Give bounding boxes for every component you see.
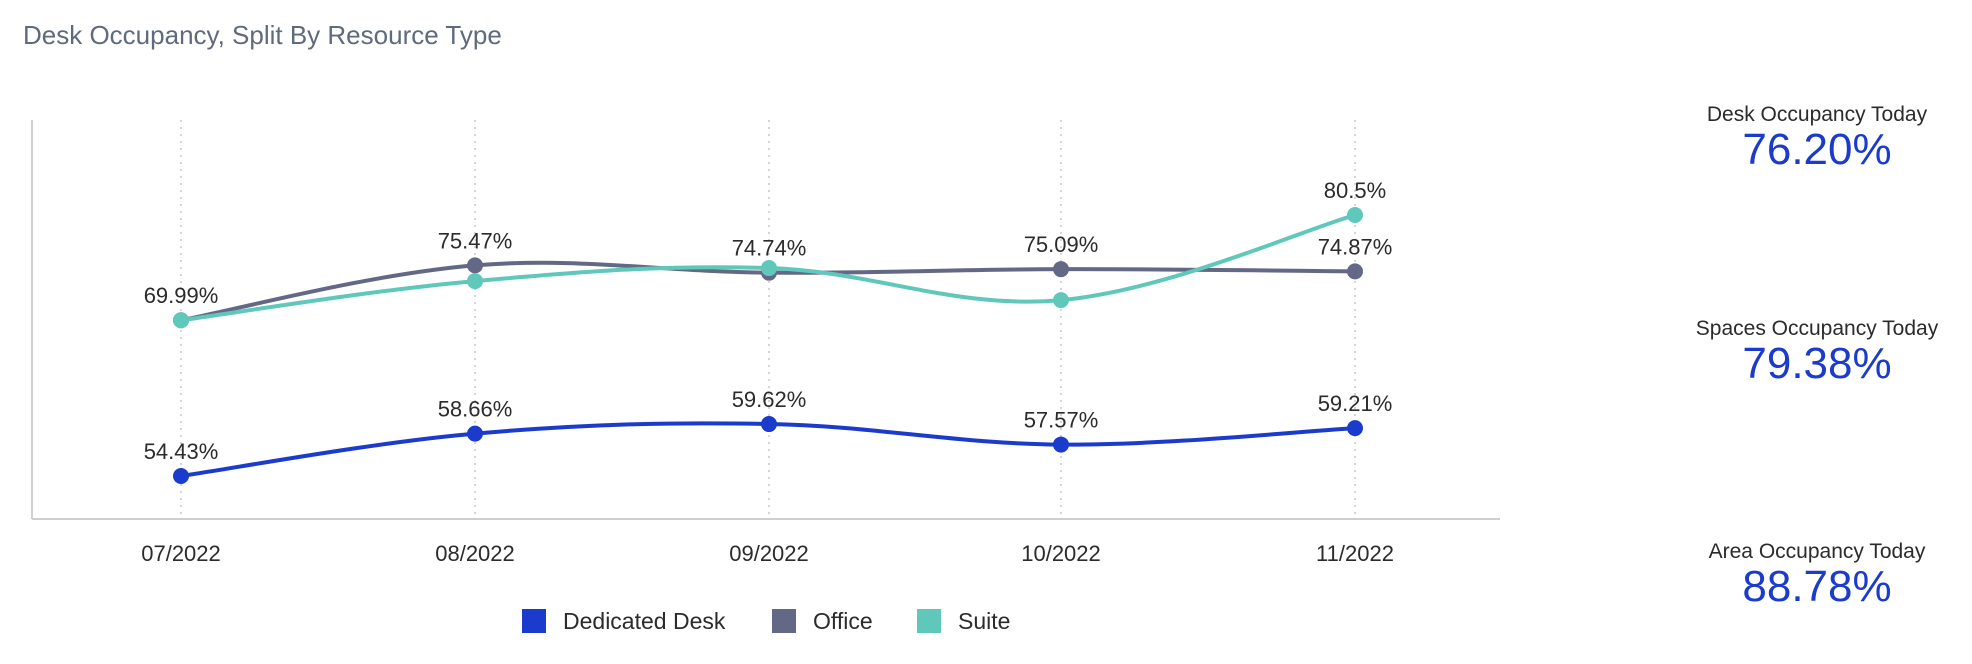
data-label-dedicated-desk: 59.62% [732,387,807,412]
data-label-dedicated-desk: 59.21% [1318,391,1393,416]
series-layer [173,207,1363,484]
grid-layer [180,120,1356,519]
data-label-office: 69.99% [144,283,219,308]
data-label-office: 74.74% [732,236,807,261]
data-point-dedicated-desk [467,425,483,442]
data-label-suite: 80.5% [1324,178,1386,203]
data-label-layer: 54.43% 58.66% 59.62% 57.57% 59.21% 69.99% 75.4… [144,178,1393,464]
data-label-office: 75.09% [1024,232,1099,257]
line-chart: 07/2022 08/2022 09/2022 10/2022 11/2022 54.4… [31,120,1500,634]
kpi-spaces-occupancy-label: Spaces Occupancy Today [1695,317,1939,340]
data-point-office [1053,261,1069,278]
legend: Dedicated Desk Office Suite [522,608,1010,634]
x-tick-label: 08/2022 [435,541,515,566]
data-point-dedicated-desk [173,468,189,484]
kpi-area-occupancy: Area Occupancy Today 88.78% [1667,540,1967,610]
data-point-office [467,257,483,274]
data-label-office: 74.87% [1318,234,1393,259]
data-point-suite [173,312,189,329]
data-label-dedicated-desk: 58.66% [438,397,513,422]
legend-label-suite[interactable]: Suite [958,608,1010,634]
x-tick-label: 09/2022 [729,541,809,566]
data-point-dedicated-desk [1347,420,1363,437]
legend-label-office[interactable]: Office [813,608,873,634]
kpi-area-occupancy-value: 88.78% [1742,562,1892,611]
data-point-dedicated-desk [761,416,777,433]
x-tick-label: 11/2022 [1316,541,1394,566]
chart-title: Desk Occupancy, Split By Resource Type [23,20,502,50]
kpi-desk-occupancy: Desk Occupancy Today 76.20% [1667,103,1967,173]
data-label-dedicated-desk: 57.57% [1024,408,1099,433]
data-point-dedicated-desk [1053,436,1069,453]
data-label-office: 75.47% [438,228,513,253]
legend-swatch-suite [917,609,941,633]
legend-swatch-dedicated-desk [522,609,546,633]
x-tick-label: 10/2022 [1021,541,1101,566]
data-point-suite [761,260,777,277]
kpi-spaces-occupancy-value: 79.38% [1742,339,1892,388]
data-point-suite [1347,207,1363,223]
data-point-suite [1053,292,1069,309]
kpi-area-occupancy-label: Area Occupancy Today [1708,540,1926,563]
data-point-office [1347,263,1363,280]
data-point-suite [467,273,483,290]
x-tick-label: 07/2022 [141,541,221,566]
legend-swatch-office [772,609,796,633]
kpi-desk-occupancy-label: Desk Occupancy Today [1706,103,1928,126]
axis-layer: 07/2022 08/2022 09/2022 10/2022 11/2022 [31,120,1500,566]
kpi-spaces-occupancy: Spaces Occupancy Today 79.38% [1667,317,1967,387]
legend-label-dedicated-desk[interactable]: Dedicated Desk [563,608,726,634]
data-label-dedicated-desk: 54.43% [144,439,219,464]
kpi-desk-occupancy-value: 76.20% [1742,125,1892,174]
